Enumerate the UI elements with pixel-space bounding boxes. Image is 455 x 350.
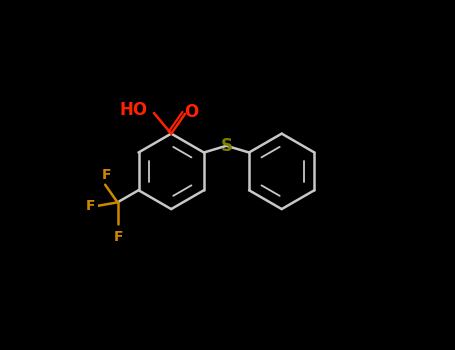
Text: S: S <box>221 137 233 155</box>
Text: F: F <box>114 230 124 244</box>
Text: HO: HO <box>119 101 147 119</box>
Text: F: F <box>102 168 111 182</box>
Text: F: F <box>86 198 95 212</box>
Text: O: O <box>184 103 198 121</box>
